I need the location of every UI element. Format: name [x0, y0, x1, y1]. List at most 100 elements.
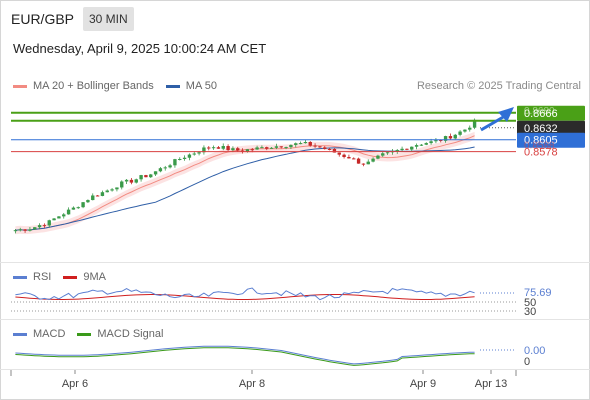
candle-body — [153, 171, 158, 175]
legend-label: MA 50 — [185, 80, 217, 92]
candle-body — [129, 179, 134, 183]
candle-body — [134, 179, 138, 183]
level-label: 0.8632 — [524, 123, 558, 135]
level-badge — [517, 132, 585, 148]
legend-swatch — [63, 275, 78, 279]
legend-item-rsi: RSI — [13, 271, 51, 283]
candle-body — [313, 145, 317, 147]
candle-body — [323, 147, 327, 149]
candle-body — [105, 190, 109, 193]
candle-body — [207, 147, 211, 149]
macd-signal-line — [15, 347, 475, 366]
pane-divider — [0, 369, 590, 370]
level-label: 0.8605 — [524, 135, 558, 147]
candle-body — [352, 158, 356, 160]
rsi-legend: RSI 9MA — [13, 271, 118, 283]
candle-body — [439, 140, 443, 142]
candle-body — [149, 174, 153, 178]
candle-body — [66, 209, 71, 215]
candle-body — [139, 175, 143, 180]
legend-swatch — [13, 332, 27, 336]
candle-body — [414, 145, 419, 147]
legend-label: MACD Signal — [97, 328, 164, 340]
rsi-value-label: 75.69 — [524, 287, 552, 299]
candle-body — [327, 148, 332, 150]
candle-body — [37, 225, 42, 228]
candle-body — [337, 152, 341, 155]
candle-body — [443, 136, 448, 141]
candle-body — [472, 119, 477, 128]
legend-item-macd: MACD — [13, 328, 65, 340]
candle-body — [250, 149, 254, 151]
candle-body — [81, 202, 85, 208]
pane-divider — [0, 262, 590, 263]
candle-body — [182, 157, 187, 159]
legend-item-macd-signal: MACD Signal — [77, 328, 163, 340]
macd-legend: MACD MACD Signal — [13, 328, 175, 340]
candle-body — [347, 157, 351, 159]
legend-swatch — [13, 275, 27, 279]
candle-body — [429, 141, 433, 144]
candle-body — [361, 163, 366, 165]
candle-body — [245, 149, 250, 152]
candle-body — [158, 168, 163, 172]
candle-body — [424, 143, 428, 145]
candle-body — [294, 143, 298, 145]
rsi-9ma-line — [15, 294, 475, 300]
candle-body — [458, 131, 462, 135]
rsi-line — [15, 287, 475, 301]
pane-divider — [0, 319, 590, 320]
candle-body — [468, 127, 472, 130]
legend-item-ma50: MA 50 — [165, 80, 217, 92]
ma20-line — [15, 135, 475, 231]
candle-body — [33, 227, 37, 230]
candle-body — [216, 147, 221, 149]
candle-body — [260, 147, 264, 149]
legend-label: MACD — [33, 328, 66, 340]
candle-body — [240, 150, 245, 152]
candle-body — [419, 144, 424, 146]
candle-body — [284, 147, 288, 149]
candle-body — [115, 187, 119, 190]
candle-body — [332, 148, 337, 153]
level-badge — [517, 105, 585, 121]
candle-body — [197, 152, 201, 154]
x-axis-label: Apr 13 — [475, 378, 507, 390]
timeframe-badge[interactable]: 30 MIN — [83, 7, 134, 31]
candle-body — [86, 200, 90, 203]
candle-body — [124, 179, 129, 182]
macd-zero-label: 0 — [524, 356, 530, 368]
candle-body — [192, 153, 196, 155]
candle-body — [376, 155, 380, 159]
candle-body — [289, 144, 293, 148]
candle-body — [226, 146, 230, 151]
legend-swatch — [77, 332, 92, 336]
x-axis-label: Apr 6 — [62, 378, 88, 390]
legend-swatch — [165, 84, 180, 88]
candle-body — [463, 129, 467, 132]
x-axis-label: Apr 9 — [410, 378, 436, 390]
candle-body — [202, 147, 206, 153]
candle-body — [62, 214, 66, 217]
overlapped-label: 0.8588 — [524, 141, 555, 152]
candle-body — [308, 141, 312, 146]
candle-body — [453, 134, 457, 139]
candle-body — [274, 146, 279, 148]
candle-body — [366, 161, 370, 165]
candle-body — [318, 146, 322, 148]
candle-body — [100, 192, 105, 196]
legend-item-9ma: 9MA — [63, 271, 106, 283]
candle-body — [42, 225, 47, 227]
candle-body — [298, 143, 303, 145]
candle-body — [178, 158, 182, 160]
candle-body — [221, 146, 225, 149]
rsi-level-label: 30 — [524, 306, 536, 318]
candle-body — [448, 136, 453, 139]
candle-body — [173, 159, 177, 166]
candle-body — [400, 148, 404, 151]
macd-value-label: 0.00 — [524, 345, 545, 357]
candle-body — [23, 229, 27, 231]
macd-line — [15, 345, 475, 365]
candle-body — [18, 229, 22, 231]
